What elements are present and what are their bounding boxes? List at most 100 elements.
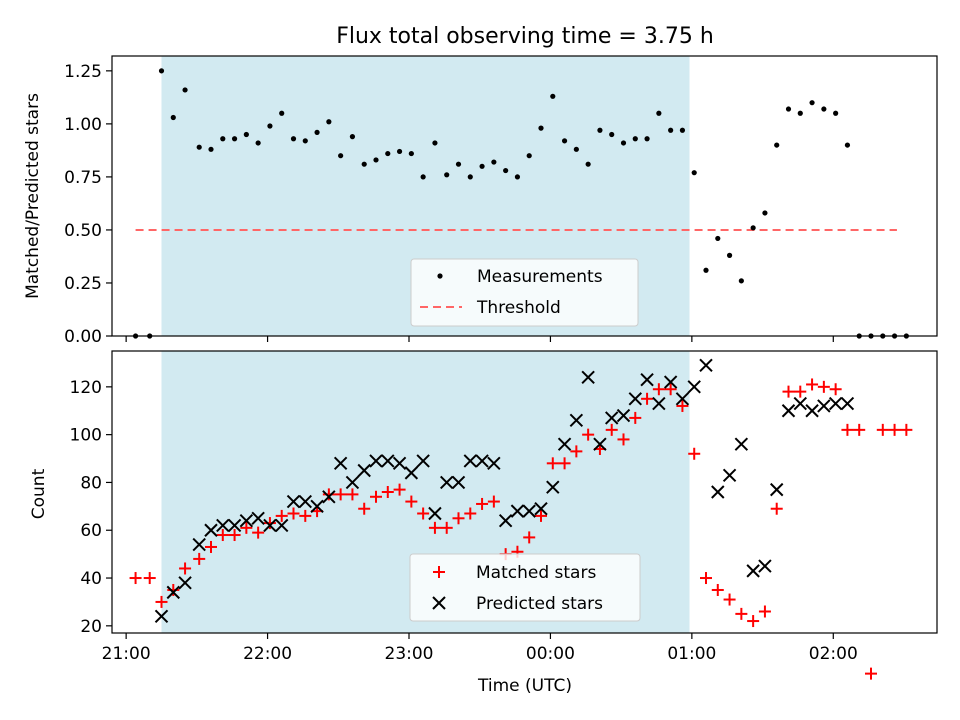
measurement-point — [597, 127, 603, 133]
predicted-star-stroke — [275, 518, 289, 533]
matched-star-point — [546, 457, 559, 470]
count-legend: Matched stars Predicted stars — [409, 553, 641, 622]
measurement-point — [620, 140, 627, 146]
y-tick-label: 40 — [80, 569, 102, 589]
y-axis-ticks: 0.00 0.25 0.50 0.75 1.00 1.25 — [64, 62, 112, 347]
predicted-star-stroke — [263, 518, 277, 533]
predicted-star-stroke — [546, 480, 560, 494]
measurement-point — [420, 174, 426, 180]
ratio-y-label: Matched/Predicted stars — [23, 93, 43, 299]
chart-title: Flux total observing time = 3.75 h — [336, 24, 714, 49]
predicted-star-stroke — [239, 513, 254, 528]
predicted-star-stroke — [345, 475, 360, 490]
legend-matched-label: Matched stars — [476, 563, 596, 583]
matched-star-point — [888, 423, 901, 436]
predicted-star-point — [475, 454, 489, 468]
ratio-panel: 0.00 0.25 0.50 0.75 1.00 1.25 Matched/Predict… — [23, 55, 938, 347]
predicted-star-point — [451, 475, 466, 490]
predicted-star-stroke — [440, 475, 454, 490]
predicted-star-stroke — [357, 463, 371, 478]
count-y-axis-ticks: 20 40 60 80 100 120 — [70, 378, 112, 637]
matched-star-point — [570, 445, 583, 458]
legend-measurement-marker — [437, 273, 443, 279]
predicted-star-point — [428, 506, 442, 521]
matched-star-point — [193, 552, 206, 565]
y-tick-label: 60 — [80, 521, 102, 541]
matched-star-point — [829, 383, 842, 396]
predicted-star-stroke — [498, 513, 513, 528]
matched-star-point — [652, 383, 665, 396]
predicted-star-point — [322, 490, 336, 504]
predicted-star-point — [227, 518, 242, 533]
count-panel: 20 40 60 80 100 120 21:00 22:00 23:00 00:00 01:00… — [29, 350, 938, 696]
matched-star-point — [770, 502, 783, 515]
measurement-point — [573, 146, 579, 152]
matched-star-point — [676, 399, 689, 412]
predicted-star-stroke — [593, 437, 607, 451]
predicted-star-point — [675, 392, 690, 406]
matched-star-point — [240, 521, 253, 534]
measurement-point — [550, 93, 556, 99]
measurement-point — [503, 167, 509, 174]
matched-star-point — [782, 385, 795, 398]
measurement-point — [774, 142, 780, 148]
predicted-star-stroke — [828, 396, 843, 411]
matched-star-point — [440, 521, 453, 534]
measurement-point — [538, 125, 544, 131]
predicted-star-point — [298, 494, 312, 509]
predicted-star-point — [286, 494, 301, 509]
predicted-star-stroke — [333, 456, 348, 471]
matched-star-point — [167, 583, 180, 596]
matched-star-point — [393, 483, 406, 496]
predicted-star-stroke — [675, 392, 690, 406]
predicted-star-point — [487, 456, 501, 471]
predicted-star-stroke — [711, 485, 725, 499]
matched-star-point — [143, 572, 156, 585]
predicted-star-point — [275, 518, 289, 533]
matched-star-point — [688, 447, 701, 460]
predicted-star-stroke — [605, 411, 619, 425]
measurement-point — [785, 106, 792, 112]
predicted-star-stroke — [687, 380, 701, 394]
matched-star-point — [535, 509, 547, 522]
measurement-point — [609, 131, 615, 138]
predicted-star-stroke — [154, 609, 169, 623]
measurement-point — [220, 136, 226, 142]
predicted-star-stroke — [557, 437, 572, 451]
ratio-legend: Measurements Threshold — [410, 258, 639, 327]
predicted-star-point — [593, 437, 607, 451]
measurement-point — [290, 136, 297, 142]
predicted-star-stroke — [840, 396, 855, 411]
predicted-star-point — [263, 518, 277, 533]
predicted-star-point — [793, 396, 807, 411]
predicted-star-point — [204, 523, 218, 537]
measurement-point — [833, 110, 839, 116]
x-tick-label: 21:00 — [102, 644, 151, 664]
measurement-point — [821, 106, 827, 112]
legend-predicted-label: Predicted stars — [476, 594, 603, 614]
predicted-star-stroke — [428, 506, 442, 521]
y-tick-label: 120 — [70, 378, 102, 398]
predicted-star-stroke — [451, 475, 466, 490]
predicted-star-point — [416, 454, 430, 468]
matched-star-point — [346, 488, 359, 501]
predicted-star-point — [840, 396, 855, 411]
matched-star-point — [876, 423, 889, 436]
predicted-star-point — [239, 513, 254, 528]
predicted-star-point — [216, 518, 230, 533]
matched-star-point — [405, 495, 418, 508]
matched-star-point — [205, 540, 217, 553]
y-tick-label: 100 — [70, 426, 102, 446]
ratio-panel-frame — [111, 55, 938, 337]
x-axis-ticks — [125, 336, 834, 342]
measurement-point — [396, 148, 403, 155]
predicted-star-point — [522, 504, 536, 518]
predicted-star-point — [546, 480, 560, 494]
predicted-star-point — [711, 485, 725, 499]
matched-star-point — [464, 507, 477, 520]
measurement-point — [561, 138, 568, 144]
measurement-point — [668, 127, 674, 133]
y-tick-label: 0.00 — [64, 327, 102, 347]
matched-star-point — [794, 385, 807, 398]
